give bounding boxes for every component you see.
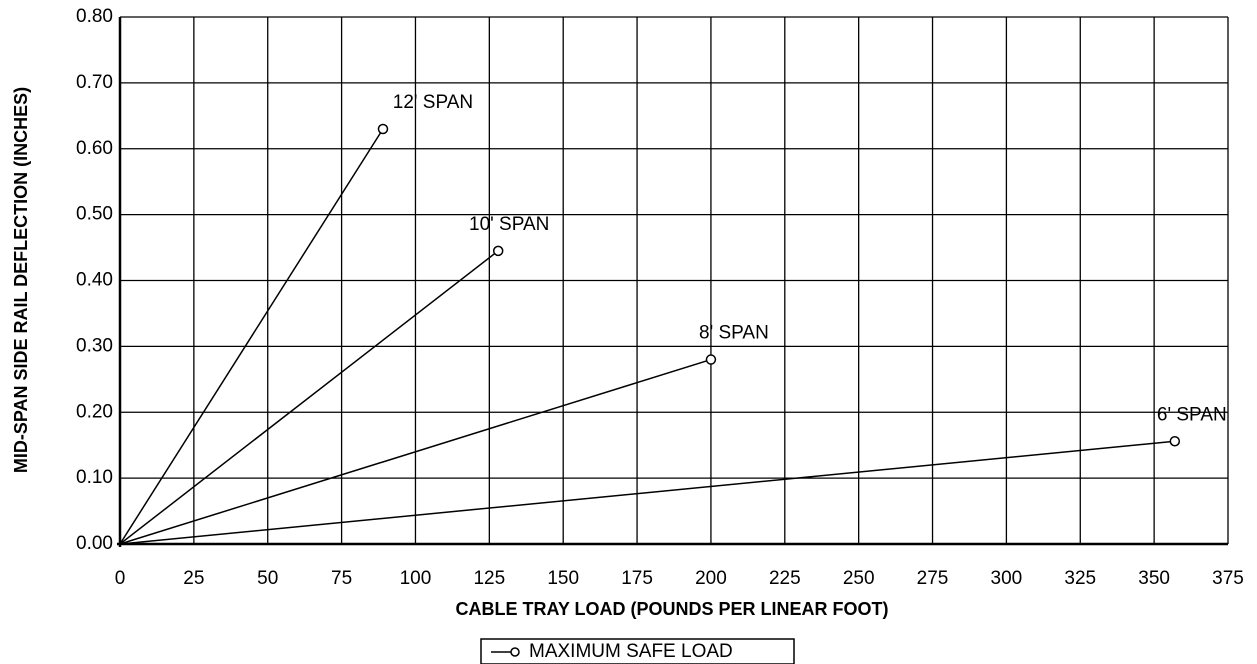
- y-tick-label: 0.70: [76, 72, 113, 93]
- x-tick-label: 375: [1212, 568, 1244, 589]
- span-label: 10' SPAN: [469, 214, 549, 235]
- x-tick-label: 250: [843, 568, 875, 589]
- legend-label: MAXIMUM SAFE LOAD: [529, 641, 733, 662]
- span-label: 8' SPAN: [699, 323, 769, 344]
- legend-box: [480, 638, 795, 664]
- x-tick-label: 325: [1064, 568, 1096, 589]
- x-tick-label: 275: [917, 568, 949, 589]
- y-tick-label: 0.80: [76, 6, 113, 27]
- x-axis-label: CABLE TRAY LOAD (POUNDS PER LINEAR FOOT): [455, 599, 888, 619]
- x-tick-label: 75: [331, 568, 352, 589]
- x-tick-label: 200: [695, 568, 727, 589]
- x-tick-label: 225: [769, 568, 801, 589]
- x-tick-label: 300: [991, 568, 1023, 589]
- legend: MAXIMUM SAFE LOAD: [480, 638, 795, 664]
- x-tick-label: 100: [400, 568, 432, 589]
- x-tick-label: 350: [1138, 568, 1170, 589]
- x-tick-label: 125: [473, 568, 505, 589]
- x-tick-label: 25: [183, 568, 204, 589]
- max-load-marker: [377, 123, 389, 135]
- max-load-marker: [705, 354, 717, 365]
- legend-marker: [510, 647, 520, 657]
- series-line: [119, 358, 712, 545]
- y-tick-label: 0.40: [76, 270, 113, 291]
- y-tick-label: 0.60: [76, 138, 113, 159]
- series-line: [119, 250, 499, 545]
- y-tick-label: 0.10: [76, 467, 113, 488]
- span-label: 6' SPAN: [1157, 404, 1227, 425]
- x-tick-label: 0: [115, 568, 126, 589]
- y-tick-label: 0.20: [76, 401, 113, 422]
- max-load-marker: [1169, 435, 1181, 447]
- series-line: [119, 440, 1175, 545]
- x-tick-label: 175: [621, 568, 653, 589]
- y-tick-label: 0.50: [76, 204, 113, 225]
- y-axis-label: MID-SPAN SIDE RAIL DEFLECTION (INCHES): [11, 87, 31, 473]
- y-tick-label: 0.00: [76, 533, 113, 554]
- series-line: [119, 128, 384, 545]
- span-label: 12' SPAN: [393, 92, 473, 113]
- x-tick-label: 50: [257, 568, 278, 589]
- x-tick-label: 150: [547, 568, 579, 589]
- y-tick-label: 0.30: [76, 335, 113, 356]
- max-load-marker: [492, 245, 504, 257]
